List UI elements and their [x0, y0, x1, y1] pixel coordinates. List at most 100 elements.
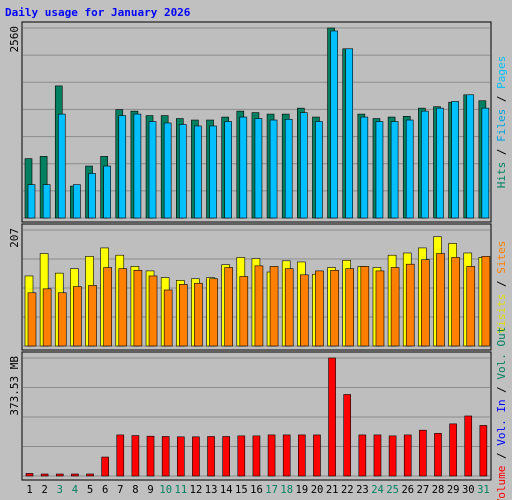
bar-files	[481, 107, 490, 219]
x-tick-label: 29	[447, 484, 460, 496]
bar-sites	[239, 276, 249, 347]
bar-volume	[146, 435, 155, 477]
x-tick-label: 1	[26, 484, 32, 496]
legend-entry: /	[495, 142, 508, 162]
bar-files	[300, 112, 308, 219]
bar-sites	[466, 266, 476, 347]
bar-sites	[451, 257, 460, 347]
right-legend-label: Visits / Sites	[495, 241, 508, 334]
bar-files	[330, 30, 338, 219]
bar-files	[315, 121, 323, 219]
bar-volume	[161, 436, 170, 477]
legend-entry: Vol. Out	[495, 327, 508, 380]
bar-files	[194, 125, 202, 219]
bar-sites	[405, 263, 415, 347]
legend-entry: Vol. In	[495, 399, 508, 445]
x-tick-label: 12	[190, 484, 203, 496]
bar-volume	[313, 434, 321, 477]
bar-files	[390, 121, 399, 219]
bar-volume	[479, 425, 488, 477]
x-tick-label: 25	[386, 484, 399, 496]
y-max-label: 2560	[8, 26, 21, 53]
bar-volume	[434, 433, 442, 477]
bar-files	[224, 121, 232, 219]
bar-volume	[116, 434, 125, 477]
bar-sites	[436, 253, 445, 347]
bar-volume	[176, 436, 185, 477]
x-tick-label: 26	[401, 484, 414, 496]
right-legend-label: Hits / Files / Pages	[495, 56, 508, 189]
bar-files	[360, 116, 369, 219]
bar-files	[73, 184, 81, 219]
bar-sites	[421, 259, 430, 347]
bar-volume	[40, 473, 49, 477]
bar-files	[209, 125, 217, 219]
bar-volume	[282, 434, 291, 477]
x-tick-label: 7	[117, 484, 123, 496]
bar-sites	[375, 270, 385, 347]
bar-sites	[57, 292, 67, 347]
bar-files	[421, 110, 429, 219]
x-tick-label: 30	[462, 484, 475, 496]
bar-sites	[224, 267, 233, 347]
bar-volume	[464, 415, 473, 477]
x-tick-label: 2	[42, 484, 48, 496]
bar-sites	[209, 278, 218, 347]
legend-entry: /	[495, 380, 508, 400]
y-max-label: 373.53 MB	[8, 356, 21, 416]
bar-volume	[237, 435, 246, 477]
bar-files	[269, 119, 278, 219]
x-tick-label: 11	[175, 484, 188, 496]
bar-sites	[27, 292, 37, 347]
bar-files	[178, 124, 187, 219]
bar-sites	[148, 275, 158, 347]
legend-entry: /	[495, 89, 508, 109]
bar-volume	[298, 434, 306, 477]
legend-entry: Hits	[495, 162, 508, 189]
x-tick-label: 28	[432, 484, 445, 496]
bar-files	[284, 118, 293, 219]
bar-files	[405, 119, 414, 219]
bar-volume	[403, 434, 412, 477]
bar-sites	[118, 268, 128, 347]
bar-sites	[88, 285, 97, 347]
x-tick-label: 20	[311, 484, 324, 496]
bar-sites	[133, 270, 143, 347]
bar-volume	[131, 435, 140, 477]
bar-files	[27, 184, 36, 219]
bar-volume	[358, 434, 367, 477]
x-tick-label: 4	[72, 484, 78, 496]
legend-entry: /	[495, 446, 508, 466]
x-tick-label: 5	[87, 484, 93, 496]
bar-sites	[360, 266, 370, 347]
right-legend-label: Volume / Vol. In / Vol. Out	[495, 327, 508, 500]
x-tick-label: 8	[132, 484, 138, 496]
x-tick-label: 21	[326, 484, 339, 496]
x-tick-label: 15	[235, 484, 248, 496]
bar-sites	[330, 270, 339, 347]
bar-sites	[178, 284, 188, 347]
bar-sites	[254, 265, 264, 347]
bar-sites	[163, 289, 173, 347]
bar-files	[42, 184, 51, 219]
bar-sites	[42, 288, 52, 347]
x-tick-label: 13	[205, 484, 218, 496]
bar-volume	[101, 456, 109, 477]
legend-entry: Visits	[495, 294, 508, 334]
bar-sites	[345, 268, 355, 347]
bar-files	[103, 165, 111, 219]
bar-files	[466, 94, 475, 219]
x-tick-label: 22	[341, 484, 354, 496]
bar-volume	[267, 434, 276, 477]
bar-files	[133, 113, 142, 219]
bar-sites	[73, 286, 82, 347]
bar-volume	[71, 473, 79, 477]
bar-volume	[373, 434, 382, 477]
bar-volume	[252, 435, 261, 477]
x-tick-label: 18	[280, 484, 293, 496]
bar-sites	[194, 282, 203, 347]
bar-volume	[343, 394, 352, 477]
bar-files	[57, 113, 66, 219]
x-tick-label: 9	[147, 484, 153, 496]
